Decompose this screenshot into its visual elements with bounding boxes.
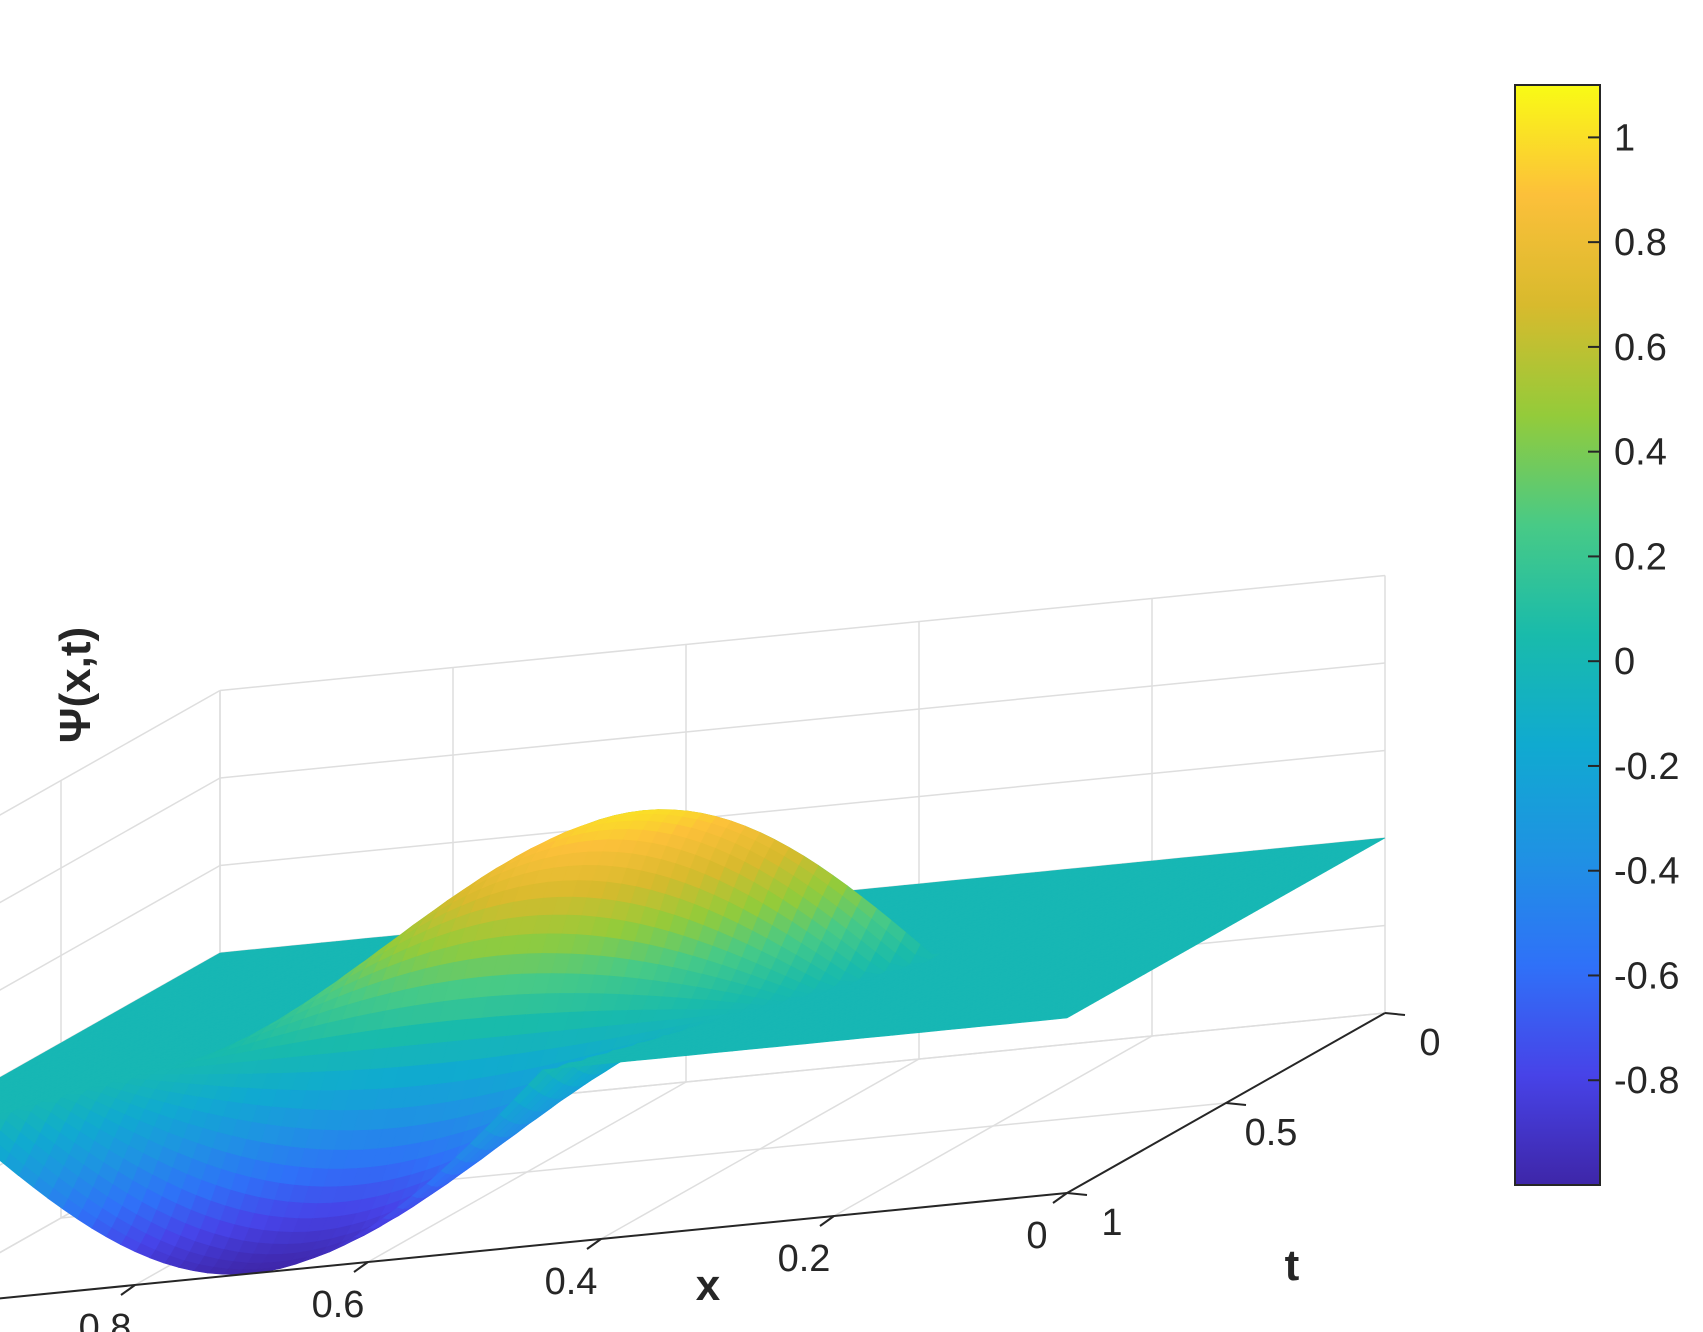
grid-line: [219, 662, 1386, 779]
surface-layer: [0, 809, 1386, 1275]
colorbar-gradient: [1514, 84, 1601, 1186]
colorbar-tick-label: 0.8: [1614, 222, 1667, 264]
surface-patch: [0, 1081, 17, 1087]
surface-patch: [0, 1086, 21, 1092]
colorbar-tick-label: -0.8: [1614, 1060, 1679, 1102]
t-tick-label: 1: [1101, 1202, 1122, 1244]
surface-patch: [0, 1087, 6, 1092]
colorbar-tick-label: 0.2: [1614, 536, 1667, 578]
grid-line: [219, 574, 1386, 692]
x-axis-label: x: [696, 1261, 721, 1310]
surface-patch: [0, 1130, 15, 1154]
z-axis-label: Ψ(x,t): [51, 627, 100, 743]
surface-patch: [0, 1097, 14, 1102]
colorbar-tick-label: -0.4: [1614, 851, 1679, 893]
x-tick: [586, 1238, 602, 1250]
grid-line: [0, 689, 221, 816]
surface-patch: [0, 1080, 7, 1085]
surface-patch: [0, 1101, 18, 1107]
t-tick: [1225, 1102, 1247, 1106]
colorbar-tick-label: 0.6: [1614, 327, 1667, 369]
surface-patch: [0, 1109, 17, 1114]
axes-layer: -1-0.500.511.500.20.40.60.8100.51: [0, 1012, 1441, 1332]
surface-patch: [0, 1094, 19, 1099]
t-tick-label: 0: [1419, 1022, 1440, 1064]
x-tick-label: 0: [1026, 1215, 1047, 1257]
surface-patch: [0, 1110, 2, 1112]
x-tick-label: 0.8: [79, 1307, 132, 1332]
surface-patch: [0, 1084, 11, 1089]
colorbar-tick-label: 1: [1614, 117, 1635, 159]
t-tick: [1066, 1192, 1088, 1196]
surface-patch: [0, 1074, 18, 1080]
x-tick: [353, 1261, 369, 1273]
surface-patch: [0, 1145, 10, 1165]
surface-patch: [0, 1100, 9, 1104]
surface-patch: [0, 1077, 13, 1082]
x-tick: [819, 1215, 835, 1227]
surface-patch: [0, 1118, 6, 1132]
colorbar: -0.8 -0.6 -0.4 -0.2 0 0.2 0.4 0.6 0.8 1: [1514, 84, 1679, 1186]
t-tick: [1384, 1012, 1406, 1016]
surface-patch: [0, 1092, 10, 1097]
x-tick: [1052, 1192, 1068, 1204]
surface-patch: [0, 1120, 21, 1144]
t-tick-label: 0.5: [1245, 1112, 1298, 1154]
x-tick-label: 0.6: [312, 1284, 365, 1326]
x-axis-line: [0, 1192, 1068, 1300]
surface-patch: [0, 1083, 2, 1085]
x-tick-label: 0.4: [545, 1261, 598, 1303]
grid-line: [0, 777, 221, 904]
surface-patch: [0, 1107, 7, 1112]
colorbar-tick-label: -0.6: [1614, 955, 1679, 997]
grid-line: [219, 749, 1386, 867]
x-tick: [120, 1284, 136, 1296]
surface-patch: [0, 1095, 5, 1099]
surface-patch: [0, 1089, 15, 1094]
x-tick-label: 0.2: [778, 1238, 831, 1280]
surface-patch: [0, 1103, 3, 1106]
colorbar-tick-label: 0.4: [1614, 432, 1667, 474]
colorbar-tick-label: -0.2: [1614, 746, 1679, 788]
colorbar-tick-label: 0: [1614, 641, 1635, 683]
surface-patch: [0, 1104, 13, 1109]
surface-patch: [0, 1112, 12, 1121]
t-axis-label: t: [1285, 1241, 1300, 1290]
